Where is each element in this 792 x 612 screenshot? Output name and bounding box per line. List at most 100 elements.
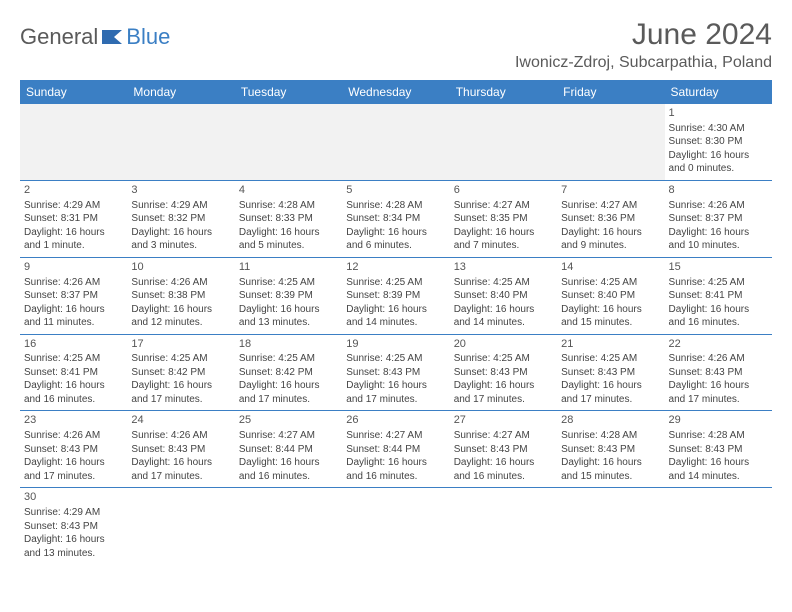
daylight-line: Daylight: 16 hours and 12 minutes. [131,303,230,330]
sunrise-line: Sunrise: 4:25 AM [561,276,660,290]
calendar-cell [450,104,557,180]
calendar-cell [127,488,234,564]
calendar-cell: 13Sunrise: 4:25 AMSunset: 8:40 PMDayligh… [450,257,557,334]
calendar-row: 9Sunrise: 4:26 AMSunset: 8:37 PMDaylight… [20,257,772,334]
sunset-line: Sunset: 8:40 PM [454,289,553,303]
daylight-line: Daylight: 16 hours and 17 minutes. [454,379,553,406]
day-number: 13 [454,260,553,275]
sunset-line: Sunset: 8:44 PM [239,443,338,457]
calendar-cell: 27Sunrise: 4:27 AMSunset: 8:43 PMDayligh… [450,411,557,488]
sunset-line: Sunset: 8:43 PM [346,366,445,380]
calendar-cell [235,488,342,564]
day-number: 23 [24,413,123,428]
calendar-cell: 17Sunrise: 4:25 AMSunset: 8:42 PMDayligh… [127,334,234,411]
calendar-cell: 23Sunrise: 4:26 AMSunset: 8:43 PMDayligh… [20,411,127,488]
sunrise-line: Sunrise: 4:27 AM [239,429,338,443]
daylight-line: Daylight: 16 hours and 11 minutes. [24,303,123,330]
day-number: 16 [24,337,123,352]
sunset-line: Sunset: 8:43 PM [24,443,123,457]
calendar-cell [20,104,127,180]
sunset-line: Sunset: 8:40 PM [561,289,660,303]
daylight-line: Daylight: 16 hours and 10 minutes. [669,226,768,253]
sunrise-line: Sunrise: 4:28 AM [561,429,660,443]
sunset-line: Sunset: 8:37 PM [24,289,123,303]
daylight-line: Daylight: 16 hours and 16 minutes. [24,379,123,406]
sunset-line: Sunset: 8:33 PM [239,212,338,226]
calendar-cell: 28Sunrise: 4:28 AMSunset: 8:43 PMDayligh… [557,411,664,488]
sunset-line: Sunset: 8:35 PM [454,212,553,226]
calendar-cell: 25Sunrise: 4:27 AMSunset: 8:44 PMDayligh… [235,411,342,488]
sunrise-line: Sunrise: 4:26 AM [24,276,123,290]
sunrise-line: Sunrise: 4:25 AM [561,352,660,366]
calendar-cell: 29Sunrise: 4:28 AMSunset: 8:43 PMDayligh… [665,411,772,488]
title-block: June 2024 Iwonicz-Zdroj, Subcarpathia, P… [515,18,772,72]
calendar-cell: 19Sunrise: 4:25 AMSunset: 8:43 PMDayligh… [342,334,449,411]
calendar-row: 16Sunrise: 4:25 AMSunset: 8:41 PMDayligh… [20,334,772,411]
daylight-line: Daylight: 16 hours and 17 minutes. [346,379,445,406]
sunrise-line: Sunrise: 4:25 AM [454,276,553,290]
sunrise-line: Sunrise: 4:29 AM [24,199,123,213]
day-number: 26 [346,413,445,428]
daylight-line: Daylight: 16 hours and 16 minutes. [239,456,338,483]
daylight-line: Daylight: 16 hours and 17 minutes. [561,379,660,406]
sunset-line: Sunset: 8:31 PM [24,212,123,226]
sunrise-line: Sunrise: 4:30 AM [669,122,768,136]
calendar-row: 1Sunrise: 4:30 AMSunset: 8:30 PMDaylight… [20,104,772,180]
location-text: Iwonicz-Zdroj, Subcarpathia, Poland [515,54,772,72]
day-number: 7 [561,183,660,198]
sunrise-line: Sunrise: 4:25 AM [239,276,338,290]
weekday-header: Thursday [450,80,557,104]
day-number: 17 [131,337,230,352]
day-number: 25 [239,413,338,428]
sunrise-line: Sunrise: 4:27 AM [454,429,553,443]
brand-logo: General Blue [20,18,170,50]
day-number: 10 [131,260,230,275]
sunset-line: Sunset: 8:44 PM [346,443,445,457]
sunset-line: Sunset: 8:43 PM [561,443,660,457]
weekday-header: Sunday [20,80,127,104]
sunset-line: Sunset: 8:42 PM [239,366,338,380]
day-number: 12 [346,260,445,275]
sunset-line: Sunset: 8:37 PM [669,212,768,226]
sunrise-line: Sunrise: 4:27 AM [561,199,660,213]
sunrise-line: Sunrise: 4:26 AM [131,276,230,290]
daylight-line: Daylight: 16 hours and 14 minutes. [454,303,553,330]
daylight-line: Daylight: 16 hours and 15 minutes. [561,456,660,483]
day-number: 3 [131,183,230,198]
sunrise-line: Sunrise: 4:26 AM [669,352,768,366]
daylight-line: Daylight: 16 hours and 17 minutes. [669,379,768,406]
day-number: 24 [131,413,230,428]
daylight-line: Daylight: 16 hours and 5 minutes. [239,226,338,253]
calendar-cell [342,104,449,180]
sunset-line: Sunset: 8:36 PM [561,212,660,226]
calendar-cell: 1Sunrise: 4:30 AMSunset: 8:30 PMDaylight… [665,104,772,180]
calendar-row: 2Sunrise: 4:29 AMSunset: 8:31 PM Daylight… [20,180,772,257]
day-number: 20 [454,337,553,352]
daylight-line: Daylight: 16 hours and 3 minutes. [131,226,230,253]
day-number: 18 [239,337,338,352]
sunset-line: Sunset: 8:43 PM [669,443,768,457]
calendar-cell: 10Sunrise: 4:26 AMSunset: 8:38 PMDayligh… [127,257,234,334]
calendar-cell: 18Sunrise: 4:25 AMSunset: 8:42 PMDayligh… [235,334,342,411]
calendar-cell: 14Sunrise: 4:25 AMSunset: 8:40 PMDayligh… [557,257,664,334]
sunrise-line: Sunrise: 4:25 AM [24,352,123,366]
calendar-row: 30Sunrise: 4:29 AMSunset: 8:43 PMDayligh… [20,488,772,564]
page-header: General Blue June 2024 Iwonicz-Zdroj, Su… [20,18,772,72]
sunrise-line: Sunrise: 4:26 AM [24,429,123,443]
calendar-cell: 4Sunrise: 4:28 AMSunset: 8:33 PMDaylight… [235,180,342,257]
daylight-line: Daylight: 16 hours and 14 minutes. [346,303,445,330]
sunset-line: Sunset: 8:42 PM [131,366,230,380]
day-number: 29 [669,413,768,428]
sunrise-line: Sunrise: 4:26 AM [131,429,230,443]
sunrise-line: Sunrise: 4:26 AM [669,199,768,213]
calendar-cell: 7Sunrise: 4:27 AMSunset: 8:36 PMDaylight… [557,180,664,257]
calendar-cell: 21Sunrise: 4:25 AMSunset: 8:43 PMDayligh… [557,334,664,411]
calendar-row: 23Sunrise: 4:26 AMSunset: 8:43 PMDayligh… [20,411,772,488]
sunrise-line: Sunrise: 4:25 AM [239,352,338,366]
daylight-line: Daylight: 16 hours and 14 minutes. [669,456,768,483]
day-number: 2 [24,183,123,198]
sunset-line: Sunset: 8:41 PM [24,366,123,380]
calendar-cell: 11Sunrise: 4:25 AMSunset: 8:39 PMDayligh… [235,257,342,334]
day-number: 9 [24,260,123,275]
sunrise-line: Sunrise: 4:25 AM [346,276,445,290]
